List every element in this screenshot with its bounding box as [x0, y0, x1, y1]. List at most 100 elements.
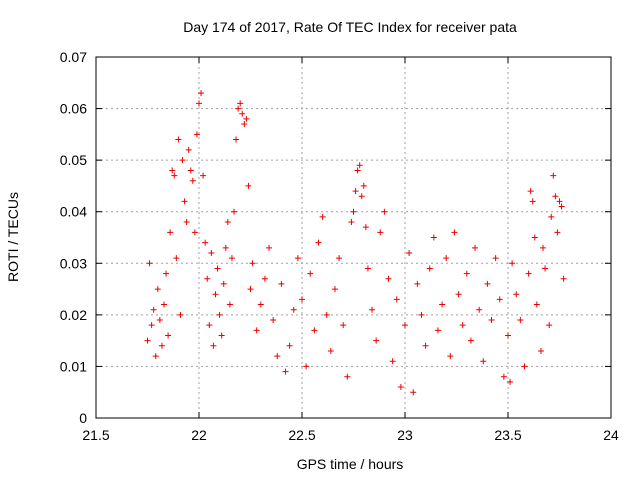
data-point	[340, 322, 347, 329]
x-tick-label: 21.5	[82, 427, 109, 443]
data-point	[181, 198, 188, 205]
data-point	[270, 317, 277, 324]
data-point	[369, 306, 376, 313]
x-tick-labels: 21.5 22 22.5 23 23.5 24	[82, 427, 619, 443]
data-point	[550, 172, 557, 179]
data-point	[480, 358, 487, 365]
data-point	[542, 265, 549, 272]
data-point	[212, 291, 219, 298]
data-point	[350, 208, 357, 215]
x-axis-label: GPS time / hours	[297, 456, 404, 472]
data-point	[241, 121, 248, 128]
data-point	[261, 275, 268, 282]
data-point	[484, 280, 491, 287]
data-point	[554, 229, 561, 236]
data-point	[327, 347, 334, 354]
data-point	[348, 219, 355, 226]
data-point	[245, 182, 252, 189]
x-tick-label: 23.5	[494, 427, 521, 443]
data-point	[476, 306, 483, 313]
data-point	[358, 193, 365, 200]
data-point	[163, 270, 170, 277]
data-point	[154, 286, 161, 293]
y-tick-label: 0.02	[60, 307, 87, 323]
data-point	[156, 317, 163, 324]
data-point	[492, 255, 499, 262]
data-point	[243, 115, 250, 122]
data-point	[177, 311, 184, 318]
data-point	[257, 301, 264, 308]
data-point	[546, 322, 553, 329]
data-point	[472, 244, 479, 251]
data-point	[150, 306, 157, 313]
data-point	[521, 363, 528, 370]
data-point	[222, 244, 229, 251]
data-point	[210, 342, 217, 349]
y-tick-labels: 0 0.01 0.02 0.03 0.04 0.05 0.06 0.07	[60, 49, 87, 426]
data-point	[443, 255, 450, 262]
data-point	[216, 311, 223, 318]
data-point	[247, 286, 254, 293]
data-point	[198, 90, 205, 97]
y-tick-label: 0.03	[60, 255, 87, 271]
data-point	[505, 332, 511, 339]
data-point	[529, 198, 536, 205]
data-point	[426, 265, 433, 272]
data-point	[447, 353, 454, 360]
data-point	[552, 193, 559, 200]
data-point	[430, 234, 437, 241]
data-point	[455, 291, 462, 298]
data-point	[200, 172, 207, 179]
data-point	[290, 306, 297, 313]
y-axis-label: ROTI / TECUs	[5, 192, 21, 282]
data-point	[214, 265, 221, 272]
data-point	[253, 327, 260, 334]
data-points	[144, 90, 567, 396]
x-tick-label: 22	[191, 427, 207, 443]
data-point	[488, 317, 495, 324]
data-point	[548, 213, 555, 220]
data-point	[410, 389, 417, 396]
data-point	[183, 219, 190, 226]
y-tick-label: 0.04	[60, 204, 87, 220]
data-point	[402, 322, 408, 329]
data-point	[193, 131, 200, 138]
data-point	[191, 229, 198, 236]
data-point	[165, 332, 172, 339]
data-point	[556, 198, 563, 205]
data-point	[206, 322, 213, 329]
data-point	[286, 342, 293, 349]
data-point	[218, 332, 225, 339]
data-point	[158, 342, 165, 349]
data-point	[233, 136, 240, 143]
data-point	[171, 172, 178, 179]
data-point	[540, 244, 547, 251]
data-point	[208, 249, 215, 256]
y-tick-label: 0.07	[60, 49, 87, 65]
data-point	[146, 260, 153, 267]
data-point	[389, 358, 396, 365]
data-point	[439, 301, 446, 308]
data-point	[144, 337, 151, 344]
data-point	[189, 177, 196, 184]
data-point	[364, 265, 371, 272]
data-point	[377, 229, 384, 236]
data-point	[507, 378, 514, 385]
chart-title: Day 174 of 2017, Rate Of TEC Index for r…	[183, 19, 517, 35]
data-point	[414, 280, 421, 287]
data-point	[360, 182, 367, 189]
data-point	[167, 229, 174, 236]
y-tick-label: 0.01	[60, 358, 87, 374]
data-point	[513, 291, 520, 298]
data-point	[533, 301, 540, 308]
data-point	[315, 239, 322, 246]
data-point	[500, 373, 507, 380]
data-point	[237, 100, 244, 107]
data-point	[525, 270, 532, 277]
data-point	[418, 311, 425, 318]
data-point	[393, 296, 400, 303]
data-point	[204, 275, 211, 282]
data-point	[196, 100, 202, 107]
data-point	[185, 146, 192, 153]
